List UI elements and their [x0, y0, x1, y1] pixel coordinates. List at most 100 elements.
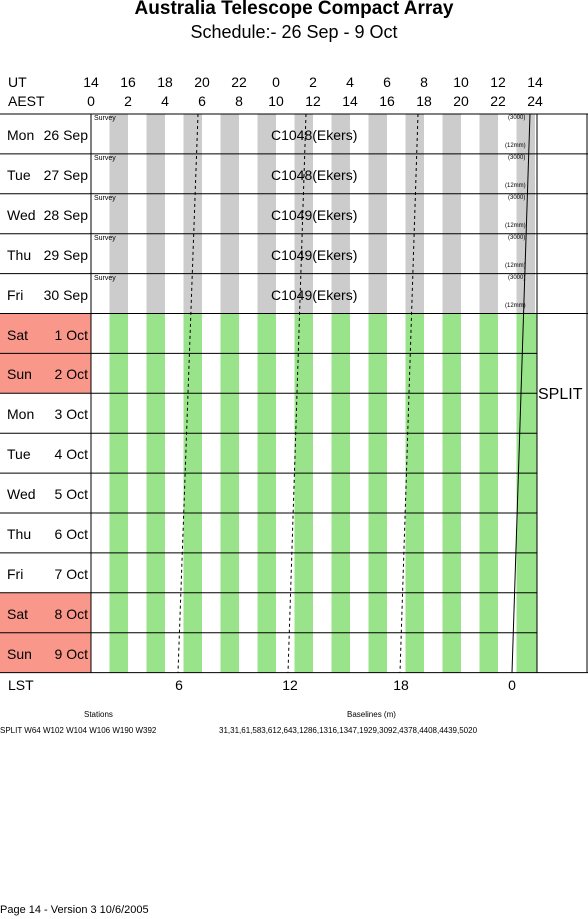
weekend-cell: [0, 313, 91, 354]
hour-band: [109, 632, 128, 673]
hour-band: [479, 433, 498, 474]
hour-band: [146, 313, 165, 354]
hour-band: [294, 393, 313, 434]
hour-band: [294, 353, 313, 394]
hour-band: [368, 313, 387, 354]
ut-tick: 6: [383, 74, 391, 90]
hour-band: [368, 513, 387, 553]
row-day: Sun: [7, 645, 32, 662]
hour-band: [183, 592, 202, 633]
hour-band: [294, 233, 313, 274]
row-date: 27 Sep: [43, 166, 88, 183]
ut-tick: 14: [83, 74, 99, 90]
hour-band: [220, 273, 239, 314]
page-subtitle: Schedule:- 26 Sep - 9 Oct: [190, 22, 398, 42]
row-day: Sun: [7, 366, 32, 383]
hour-band: [405, 233, 424, 274]
hour-band: [294, 273, 313, 314]
aest-tick: 0: [87, 93, 95, 109]
hour-band: [516, 153, 535, 194]
row-date: 29 Sep: [43, 246, 88, 263]
hour-band: [220, 193, 239, 234]
row-day: Mon: [7, 127, 35, 143]
aest-tick: 14: [342, 93, 358, 109]
hour-band: [109, 153, 128, 194]
hour-band: [109, 433, 128, 474]
survey-tag: Survey: [94, 194, 116, 202]
lst-zero-line: [511, 113, 531, 673]
aest-tick: 16: [379, 93, 395, 109]
hour-band: [442, 592, 461, 633]
hour-band: [331, 193, 350, 234]
hour-band: [220, 513, 239, 553]
hour-band: [331, 313, 350, 354]
hour-band: [146, 393, 165, 434]
weekend-cell: [0, 353, 91, 394]
hour-band: [109, 273, 128, 314]
hour-band: [183, 632, 202, 673]
hour-band: [479, 552, 498, 593]
hour-band: [146, 592, 165, 633]
hour-band: [368, 193, 387, 234]
ut-tick: 2: [309, 74, 317, 90]
row-day: Sat: [7, 605, 29, 622]
freq-tag: (3000): [508, 234, 526, 241]
observation-label: C1049(Ekers): [271, 246, 358, 263]
hour-band: [183, 393, 202, 434]
observation-label: C1049(Ekers): [271, 206, 358, 223]
hour-band: [146, 473, 165, 513]
row-day: Thu: [7, 526, 32, 542]
hour-band: [516, 273, 535, 314]
lst-tick: 0: [508, 677, 516, 693]
hour-band: [183, 193, 202, 234]
hour-band: [294, 592, 313, 633]
band-tag: (12mm): [505, 182, 526, 189]
hour-band: [331, 353, 350, 394]
hour-band: [516, 513, 537, 553]
stations-value: SPLIT W64 W102 W104 W106 W190 W392: [0, 726, 157, 735]
hour-band: [516, 313, 537, 354]
row-date: 8 Oct: [54, 605, 88, 622]
aest-tick: 18: [416, 93, 432, 109]
hour-band: [405, 552, 424, 593]
observation-label: C1049(Ekers): [271, 286, 358, 303]
hour-band: [368, 233, 387, 274]
aest-tick: 20: [453, 93, 469, 109]
hour-band: [257, 632, 276, 673]
hour-band: [479, 632, 498, 673]
freq-tag: (3000): [508, 115, 526, 121]
aest-tick: 10: [268, 93, 284, 109]
lst-tick: 12: [282, 677, 298, 693]
aest-tick: 22: [490, 93, 506, 109]
hour-band: [479, 313, 498, 354]
hour-band: [146, 353, 165, 394]
hour-band: [442, 193, 461, 234]
hour-band: [220, 233, 239, 274]
weekend-cell: [0, 592, 91, 633]
row-date: 26 Sep: [43, 127, 88, 143]
ut-tick: 10: [453, 74, 469, 90]
aest-tick: 24: [527, 93, 543, 109]
hour-band: [109, 193, 128, 234]
ut-tick: 0: [272, 74, 280, 90]
ut-tick: 20: [194, 74, 210, 90]
hour-band: [220, 313, 239, 354]
hour-band: [183, 273, 202, 314]
hour-band: [368, 592, 387, 633]
hour-band: [257, 233, 276, 274]
hour-band: [146, 233, 165, 274]
hour-band: [331, 552, 350, 593]
hour-band: [368, 273, 387, 314]
hour-band: [257, 353, 276, 394]
hour-band: [183, 513, 202, 553]
row-day: Wed: [7, 206, 36, 223]
aest-tick: 2: [124, 93, 132, 109]
hour-band: [183, 313, 202, 354]
freq-tag: (3000): [508, 274, 526, 281]
hour-band: [405, 393, 424, 434]
hour-band: [331, 513, 350, 553]
hour-band: [331, 433, 350, 474]
hour-band: [257, 513, 276, 553]
hour-band: [479, 153, 498, 194]
hour-band: [516, 632, 537, 673]
